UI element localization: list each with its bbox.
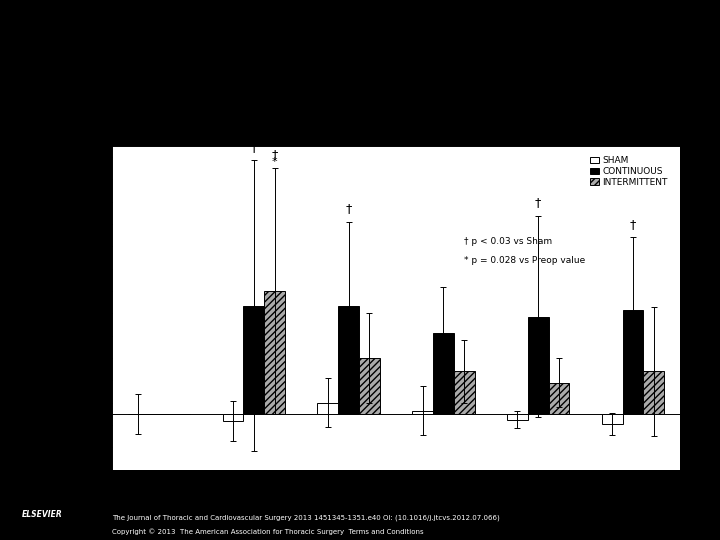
Text: Copyright © 2013  The American Association for Thoracic Surgery  Terms and Condi: Copyright © 2013 The American Associatio… [112, 528, 423, 535]
Text: TIME (HOURS): TIME (HOURS) [611, 499, 680, 509]
Legend: SHAM, CONTINUOUS, INTERMITTENT: SHAM, CONTINUOUS, INTERMITTENT [588, 153, 670, 190]
Text: Figure E 2: Figure E 2 [322, 19, 398, 34]
Bar [264, 291, 285, 414]
Bar [318, 403, 338, 414]
Y-axis label: RV END-DIASTOLIC VOLUME CHANGES (%): RV END-DIASTOLIC VOLUME CHANGES (%) [71, 212, 79, 403]
Bar [359, 358, 380, 414]
Text: †: † [346, 202, 352, 215]
Bar [602, 414, 623, 424]
Bar [623, 310, 644, 414]
Text: † p < 0.03 vs Sham: † p < 0.03 vs Sham [464, 237, 552, 246]
Bar [454, 372, 474, 414]
Text: *: * [272, 157, 277, 167]
Text: †: † [535, 197, 541, 210]
Text: The Journal of Thoracic and Cardiovascular Surgery 2013 1451345-1351.e40 OI: (10: The Journal of Thoracic and Cardiovascul… [112, 514, 500, 521]
Bar [549, 383, 570, 414]
Bar [243, 306, 264, 414]
Text: †: † [630, 218, 636, 231]
Bar [644, 372, 665, 414]
Bar [338, 306, 359, 414]
Bar [433, 334, 454, 414]
Bar [528, 317, 549, 414]
Bar [507, 414, 528, 420]
Text: †: † [271, 148, 278, 161]
Text: * p = 0.028 vs Preop value: * p = 0.028 vs Preop value [464, 256, 585, 265]
Text: †: † [251, 140, 257, 153]
Text: ELSEVIER: ELSEVIER [22, 510, 63, 519]
Bar [222, 414, 243, 421]
Bar [412, 410, 433, 414]
